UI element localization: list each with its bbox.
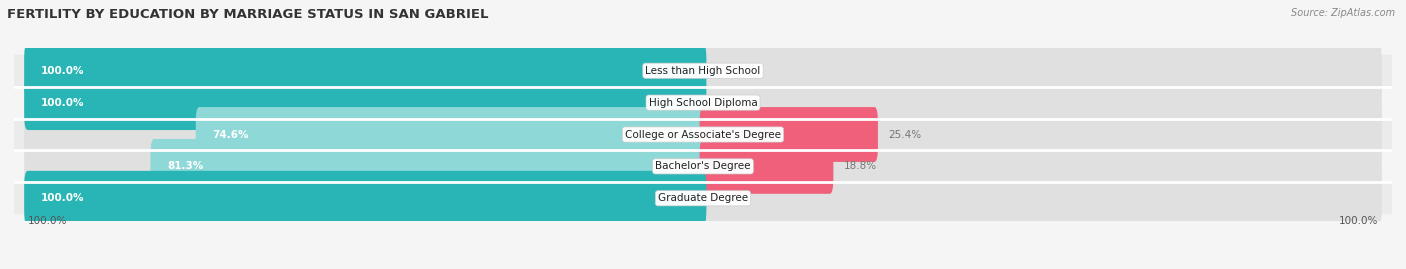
Text: 100.0%: 100.0% [41, 66, 84, 76]
Text: 0.0%: 0.0% [717, 66, 742, 76]
Text: 100.0%: 100.0% [41, 193, 84, 203]
Text: 18.8%: 18.8% [844, 161, 876, 171]
FancyBboxPatch shape [700, 107, 1382, 162]
FancyBboxPatch shape [700, 139, 834, 194]
Text: Bachelor's Degree: Bachelor's Degree [655, 161, 751, 171]
Text: 25.4%: 25.4% [889, 129, 921, 140]
FancyBboxPatch shape [14, 55, 1392, 87]
FancyBboxPatch shape [24, 75, 706, 130]
FancyBboxPatch shape [14, 87, 1392, 119]
FancyBboxPatch shape [24, 75, 706, 130]
FancyBboxPatch shape [24, 171, 706, 226]
FancyBboxPatch shape [700, 43, 1382, 98]
FancyBboxPatch shape [24, 43, 706, 98]
FancyBboxPatch shape [14, 119, 1392, 150]
Text: 74.6%: 74.6% [212, 129, 249, 140]
Text: College or Associate's Degree: College or Associate's Degree [626, 129, 780, 140]
FancyBboxPatch shape [24, 107, 706, 162]
FancyBboxPatch shape [14, 150, 1392, 182]
FancyBboxPatch shape [24, 139, 706, 194]
Text: 100.0%: 100.0% [28, 216, 67, 226]
Text: High School Diploma: High School Diploma [648, 98, 758, 108]
FancyBboxPatch shape [700, 75, 1382, 130]
FancyBboxPatch shape [14, 182, 1392, 214]
FancyBboxPatch shape [700, 171, 1382, 226]
Text: 0.0%: 0.0% [717, 193, 742, 203]
FancyBboxPatch shape [24, 171, 706, 226]
FancyBboxPatch shape [700, 139, 1382, 194]
Text: 100.0%: 100.0% [1339, 216, 1378, 226]
Text: 81.3%: 81.3% [167, 161, 204, 171]
FancyBboxPatch shape [150, 139, 706, 194]
Text: 0.0%: 0.0% [717, 98, 742, 108]
Text: Graduate Degree: Graduate Degree [658, 193, 748, 203]
FancyBboxPatch shape [195, 107, 706, 162]
Text: Source: ZipAtlas.com: Source: ZipAtlas.com [1291, 8, 1395, 18]
Text: 100.0%: 100.0% [41, 98, 84, 108]
FancyBboxPatch shape [24, 43, 706, 98]
Text: Less than High School: Less than High School [645, 66, 761, 76]
FancyBboxPatch shape [700, 107, 877, 162]
Text: FERTILITY BY EDUCATION BY MARRIAGE STATUS IN SAN GABRIEL: FERTILITY BY EDUCATION BY MARRIAGE STATU… [7, 8, 488, 21]
